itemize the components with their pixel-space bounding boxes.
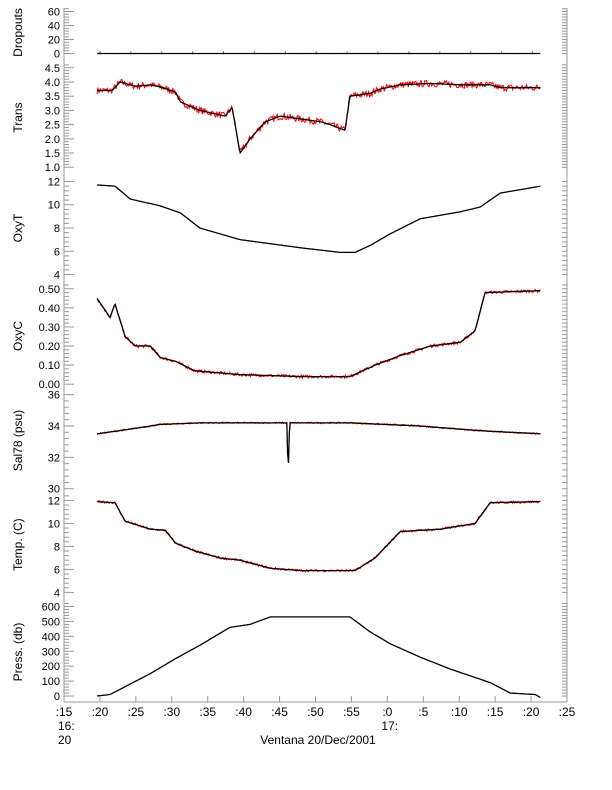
x-tick-label: :30: [163, 705, 180, 719]
hour-label: 16:: [58, 719, 75, 733]
x-tick-label: :0: [382, 705, 392, 719]
y-tick-label: 300: [42, 646, 60, 658]
smoothed-series-line: [97, 184, 541, 254]
smoothed-series-line: [97, 616, 541, 698]
y-tick-label: 0.20: [39, 341, 60, 353]
x-tick-label: :45: [271, 705, 288, 719]
x-tick-label: :20: [523, 705, 540, 719]
y-axis-label: Dropouts: [11, 8, 25, 57]
raw-series-line: [96, 499, 541, 573]
y-tick-label: 0.50: [39, 284, 60, 296]
x-tick-label: :35: [199, 705, 216, 719]
y-tick-label: 100: [42, 676, 60, 688]
x-tick-label: :50: [307, 705, 324, 719]
smoothed-series-line: [97, 81, 541, 155]
y-tick-label: 4: [54, 270, 60, 282]
y-tick-label: 200: [42, 661, 60, 673]
y-tick-label: 4.0: [45, 77, 60, 89]
x-tick-label: :20: [92, 705, 109, 719]
x-tick-label: :15: [487, 705, 504, 719]
y-tick-label: 400: [42, 631, 60, 643]
x-tick-label: :5: [418, 705, 428, 719]
x-tick-label: :25: [559, 705, 576, 719]
smoothed-series-line: [97, 500, 541, 572]
x-tick-label: :25: [128, 705, 145, 719]
y-tick-label: 4.5: [45, 63, 60, 75]
y-tick-label: 6: [54, 246, 60, 258]
y-tick-label: 3.5: [45, 91, 60, 103]
y-axis-label: Temp. (C): [11, 518, 25, 571]
x-tick-label: :40: [235, 705, 252, 719]
y-tick-label: 600: [42, 601, 60, 613]
y-tick-label: 4: [54, 587, 60, 599]
raw-series-line: [96, 421, 541, 463]
y-tick-label: 8: [54, 223, 60, 235]
y-axis-label: Press. (db): [11, 623, 25, 682]
y-axis-label: OxyT: [11, 213, 25, 242]
y-tick-label: 0: [54, 691, 60, 703]
x-tick-label: :55: [343, 705, 360, 719]
y-axis-label: OxyC: [11, 321, 25, 351]
y-tick-label: 34: [48, 421, 60, 433]
y-tick-label: 32: [48, 452, 60, 464]
y-tick-label: 12: [48, 495, 60, 507]
y-tick-label: 0.30: [39, 322, 60, 334]
x-tick-label: :10: [451, 705, 468, 719]
y-tick-label: 60: [48, 7, 60, 19]
y-tick-label: 30: [48, 484, 60, 496]
x-tick-label: :15: [56, 705, 73, 719]
day-label: 20: [58, 733, 72, 747]
y-tick-label: 8: [54, 541, 60, 553]
smoothed-series-line: [96, 290, 541, 378]
y-tick-label: 12: [48, 176, 60, 188]
raw-series-line: [96, 78, 541, 152]
y-tick-label: 0.10: [39, 360, 60, 372]
y-tick-label: 0.00: [39, 379, 60, 391]
y-tick-label: 1.0: [45, 162, 60, 174]
raw-series-line: [96, 288, 541, 380]
y-tick-label: 0: [54, 49, 60, 61]
y-tick-label: 10: [48, 200, 60, 212]
y-tick-label: 6: [54, 564, 60, 576]
y-tick-label: 500: [42, 616, 60, 628]
y-tick-label: 40: [48, 21, 60, 33]
y-tick-label: 20: [48, 35, 60, 47]
y-axis-label: Sal78 (psu): [11, 410, 25, 471]
y-axis-label: Trans: [11, 102, 25, 132]
smoothed-series-line: [97, 422, 541, 464]
y-tick-label: 1.5: [45, 148, 60, 160]
y-tick-label: 36: [48, 390, 60, 402]
chart-title: Ventana 20/Dec/2001: [260, 733, 376, 747]
y-tick-label: 0.40: [39, 303, 60, 315]
y-tick-label: 2.0: [45, 134, 60, 146]
y-tick-label: 3.0: [45, 105, 60, 117]
y-tick-label: 10: [48, 518, 60, 530]
y-tick-label: 2.5: [45, 120, 60, 132]
hour-label: 17:: [381, 719, 398, 733]
